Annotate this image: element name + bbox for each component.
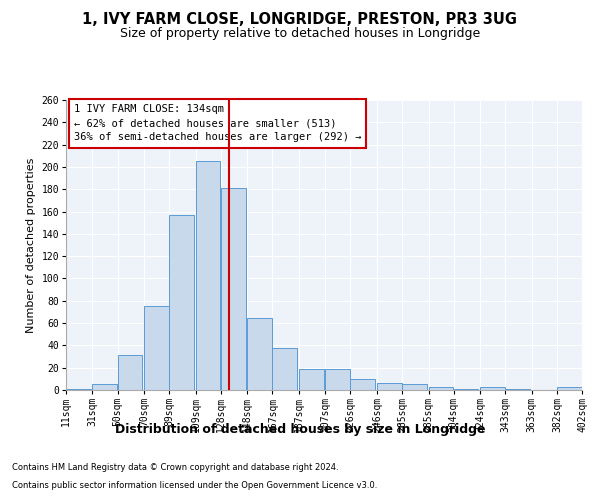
Text: 1 IVY FARM CLOSE: 134sqm
← 62% of detached houses are smaller (513)
36% of semi-: 1 IVY FARM CLOSE: 134sqm ← 62% of detach… [74, 104, 361, 142]
Bar [247, 318, 272, 390]
Bar [428, 386, 453, 390]
Text: 1, IVY FARM CLOSE, LONGRIDGE, PRESTON, PR3 3UG: 1, IVY FARM CLOSE, LONGRIDGE, PRESTON, P… [83, 12, 517, 28]
Bar [118, 356, 142, 390]
Bar [196, 162, 220, 390]
Bar [221, 188, 245, 390]
Bar [272, 348, 297, 390]
Bar [299, 369, 323, 390]
Text: Size of property relative to detached houses in Longridge: Size of property relative to detached ho… [120, 28, 480, 40]
Bar [454, 389, 478, 390]
Bar [557, 386, 581, 390]
Bar [505, 389, 530, 390]
Bar [66, 389, 91, 390]
Bar [144, 306, 169, 390]
Bar [169, 215, 194, 390]
Text: Distribution of detached houses by size in Longridge: Distribution of detached houses by size … [115, 422, 485, 436]
Bar [377, 384, 401, 390]
Bar [480, 386, 505, 390]
Y-axis label: Number of detached properties: Number of detached properties [26, 158, 36, 332]
Bar [325, 369, 350, 390]
Bar [92, 384, 117, 390]
Bar [350, 379, 375, 390]
Bar [402, 384, 427, 390]
Text: Contains public sector information licensed under the Open Government Licence v3: Contains public sector information licen… [12, 481, 377, 490]
Text: Contains HM Land Registry data © Crown copyright and database right 2024.: Contains HM Land Registry data © Crown c… [12, 464, 338, 472]
